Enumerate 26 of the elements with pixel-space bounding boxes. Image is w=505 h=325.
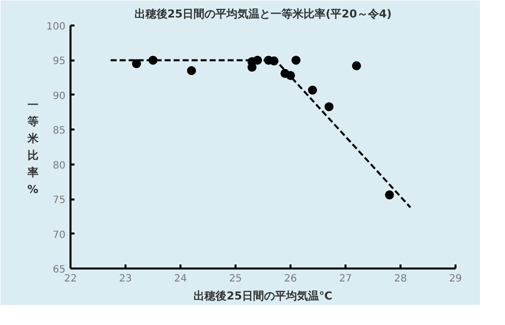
- x-tick-label: 29: [449, 274, 462, 284]
- x-tick-label: 23: [119, 274, 132, 284]
- point: [324, 102, 334, 112]
- y-tick-label: 65: [52, 264, 66, 276]
- x-tick-label: 24: [174, 274, 187, 284]
- y-tick-label: 100: [46, 22, 66, 32]
- point: [187, 66, 196, 76]
- y-axis-title: 一等米比率%: [26, 98, 40, 196]
- x-tick-label: 26: [284, 274, 297, 284]
- point: [352, 61, 361, 70]
- y-tick-label: 90: [52, 90, 66, 102]
- x-tick-label: 25: [229, 274, 242, 284]
- y-tick-label: 85: [52, 126, 66, 137]
- x-tick-label: 28: [394, 274, 407, 284]
- point: [132, 59, 141, 68]
- x-axis-title: 出穂後25日間の平均気温℃: [194, 290, 332, 302]
- y-tick-label: 80: [52, 160, 66, 172]
- chart-title: 出穂後25日間の平均気温と一等米比率(平20～令4): [134, 8, 392, 20]
- y-tick-label: 75: [52, 195, 66, 206]
- x-tick-label: 22: [64, 274, 77, 284]
- y-tick-label: 70: [52, 230, 66, 241]
- x-tick-label: 27: [339, 274, 352, 284]
- y-tick-label: 95: [52, 56, 66, 68]
- point: [385, 190, 394, 200]
- point: [292, 56, 300, 65]
- point: [308, 86, 317, 95]
